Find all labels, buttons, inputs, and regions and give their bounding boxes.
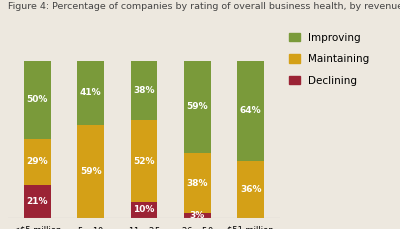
Text: 38%: 38% [186, 178, 208, 188]
Bar [184, 60, 211, 153]
Bar [24, 139, 51, 185]
Text: 3%: 3% [190, 211, 205, 220]
Text: 64%: 64% [240, 106, 262, 115]
Bar [131, 60, 157, 120]
Text: 41%: 41% [80, 88, 102, 97]
Text: 36%: 36% [240, 185, 262, 194]
Text: 29%: 29% [26, 157, 48, 166]
Text: 10%: 10% [133, 205, 155, 214]
Bar [77, 125, 104, 218]
Bar [237, 60, 264, 161]
Text: 50%: 50% [27, 95, 48, 104]
Text: 21%: 21% [26, 196, 48, 206]
Text: 52%: 52% [133, 156, 155, 166]
Text: 38%: 38% [133, 86, 155, 95]
Bar [237, 161, 264, 218]
Text: Figure 4: Percentage of companies by rating of overall business health, by reven: Figure 4: Percentage of companies by rat… [8, 2, 400, 11]
Bar [131, 120, 157, 202]
Text: 59%: 59% [80, 167, 102, 176]
Bar [77, 60, 104, 125]
Bar [184, 153, 211, 213]
Bar [131, 202, 157, 218]
Bar [24, 60, 51, 139]
Legend: Improving, Maintaining, Declining: Improving, Maintaining, Declining [289, 33, 369, 86]
Bar [184, 213, 211, 218]
Text: 59%: 59% [186, 102, 208, 111]
Bar [24, 185, 51, 218]
